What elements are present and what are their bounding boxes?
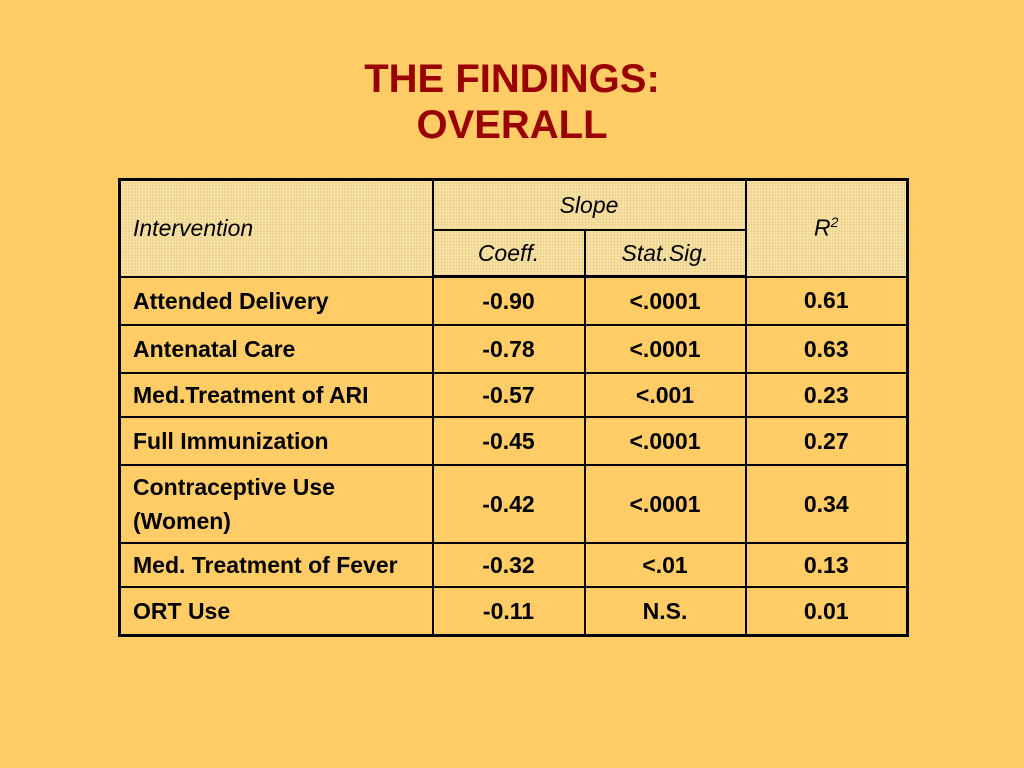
cell-stat-sig: <.0001: [583, 416, 747, 466]
cell-coeff: -0.42: [431, 464, 586, 544]
cell-r-squared: 0.23: [744, 372, 910, 418]
slide-title: THE FINDINGS: OVERALL: [0, 56, 1024, 148]
table-row: Attended Delivery -0.90 <.0001 0.61: [118, 275, 910, 326]
cell-coeff: -0.11: [431, 586, 586, 637]
cell-coeff: -0.45: [431, 416, 586, 466]
cell-coeff: -0.90: [431, 275, 586, 326]
cell-r-squared: 0.27: [744, 416, 910, 466]
header-slope: Slope: [431, 178, 747, 231]
table-row: Med. Treatment of Fever -0.32 <.01 0.13: [118, 542, 910, 588]
cell-r-squared: 0.01: [744, 586, 910, 637]
table-row: Contraceptive Use (Women) -0.42 <.0001 0…: [118, 464, 910, 544]
header-r-squared-exponent: 2: [830, 214, 839, 231]
cell-r-squared: 0.63: [744, 324, 910, 374]
cell-r-squared: 0.34: [744, 464, 910, 544]
header-r-squared-base: R: [814, 215, 831, 242]
title-line-2: OVERALL: [416, 103, 608, 147]
cell-coeff: -0.57: [431, 372, 586, 418]
table-row: Full Immunization -0.45 <.0001 0.27: [118, 416, 910, 466]
cell-stat-sig: <.0001: [583, 324, 747, 374]
table-row: ORT Use -0.11 N.S. 0.01: [118, 586, 910, 637]
cell-stat-sig: <.0001: [583, 464, 747, 544]
header-r-squared: R2: [744, 178, 910, 278]
cell-intervention: Full Immunization: [118, 416, 434, 466]
cell-intervention: Med.Treatment of ARI: [118, 372, 434, 418]
cell-r-squared: 0.61: [744, 275, 910, 326]
cell-stat-sig: N.S.: [583, 586, 747, 637]
title-line-1: THE FINDINGS:: [364, 57, 660, 101]
cell-intervention: Antenatal Care: [118, 324, 434, 374]
findings-table: Intervention Slope R2 Coeff. Stat.Sig. A…: [118, 178, 910, 637]
table-row: Antenatal Care -0.78 <.0001 0.63: [118, 324, 910, 374]
table-row: Med.Treatment of ARI -0.57 <.001 0.23: [118, 372, 910, 418]
cell-intervention: Med. Treatment of Fever: [118, 542, 434, 588]
cell-intervention: ORT Use: [118, 586, 434, 637]
cell-coeff: -0.32: [431, 542, 586, 588]
cell-coeff: -0.78: [431, 324, 586, 374]
cell-r-squared: 0.13: [744, 542, 910, 588]
header-stat-sig: Stat.Sig.: [583, 229, 747, 278]
header-intervention: Intervention: [118, 178, 434, 278]
cell-stat-sig: <.01: [583, 542, 747, 588]
header-coeff: Coeff.: [431, 229, 586, 278]
cell-stat-sig: <.001: [583, 372, 747, 418]
cell-intervention: Contraceptive Use (Women): [118, 464, 434, 544]
cell-stat-sig: <.0001: [583, 275, 747, 326]
cell-intervention: Attended Delivery: [118, 275, 434, 326]
